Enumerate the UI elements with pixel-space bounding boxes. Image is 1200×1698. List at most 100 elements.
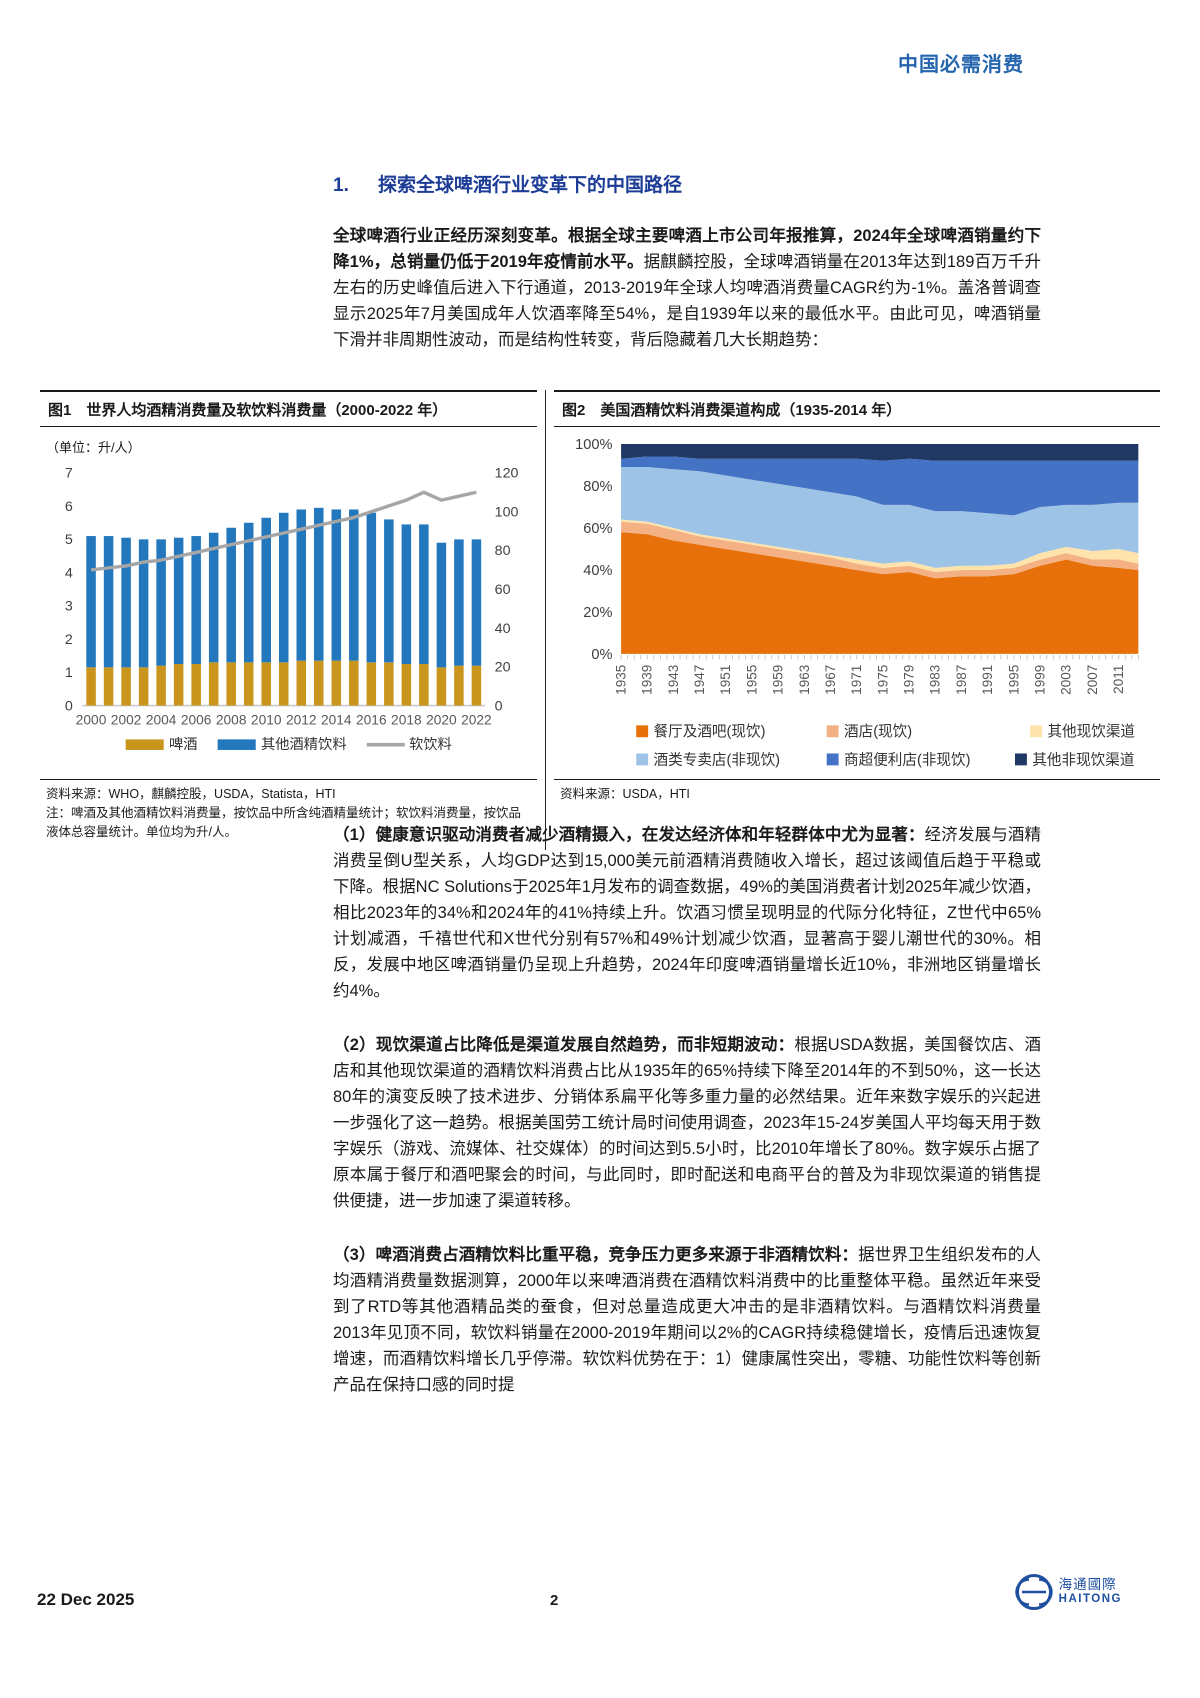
section-title: 探索全球啤酒行业变革下的中国路径 xyxy=(378,175,683,196)
svg-text:40: 40 xyxy=(495,621,511,637)
figure1-source-block: 资料来源：WHO，麒麟控股，USDA，Statista，HTI 注：啤酒及其他酒… xyxy=(40,779,537,850)
svg-text:1991: 1991 xyxy=(980,665,995,695)
svg-text:0: 0 xyxy=(495,698,503,714)
svg-text:80%: 80% xyxy=(583,479,612,495)
svg-text:20: 20 xyxy=(495,660,511,676)
svg-text:酒店(现饮): 酒店(现饮) xyxy=(844,723,912,740)
figure2-stacked-area-chart: 0% 20% 40% 60% 80% 100% 1935 1939 1943 1947 1951 19… xyxy=(575,437,1139,768)
svg-text:20%: 20% xyxy=(583,605,612,621)
svg-text:1987: 1987 xyxy=(954,665,969,695)
svg-text:6: 6 xyxy=(65,499,73,515)
paragraph-3-lead: （3）啤酒消费占酒精饮料比重平稳，竞争压力更多来源于非酒精饮料： xyxy=(333,1246,859,1264)
svg-text:2018: 2018 xyxy=(391,713,422,728)
svg-text:1967: 1967 xyxy=(823,665,838,695)
haitong-logo-icon xyxy=(1014,1574,1053,1610)
paragraph-1-lead: （1）健康意识驱动消费者减少酒精摄入，在发达经济体和年轻群体中尤为显著： xyxy=(333,826,925,844)
footer-date: 22 Dec 2025 xyxy=(37,1590,135,1609)
intro-body: 据麒麟控股，全球啤酒销量在2013年达到189百万千升左右的历史峰值后进入下行通… xyxy=(333,253,1041,349)
svg-text:1955: 1955 xyxy=(744,665,759,695)
svg-text:餐厅及酒吧(现饮): 餐厅及酒吧(现饮) xyxy=(654,723,766,740)
svg-text:2014: 2014 xyxy=(321,713,352,728)
svg-text:2010: 2010 xyxy=(251,713,282,728)
svg-text:1947: 1947 xyxy=(692,665,707,695)
svg-text:软饮料: 软饮料 xyxy=(409,736,452,753)
svg-text:0%: 0% xyxy=(591,647,612,663)
intro-lead: 全球啤酒行业正经历深刻变革。根据全球主要啤酒上市公司年报推算，2024年全球啤酒… xyxy=(333,227,1041,271)
svg-text:2007: 2007 xyxy=(1085,665,1100,695)
svg-text:2022: 2022 xyxy=(461,713,492,728)
svg-text:酒类专卖店(非现饮): 酒类专卖店(非现饮) xyxy=(654,751,780,768)
svg-text:2000: 2000 xyxy=(76,713,107,728)
svg-text:1995: 1995 xyxy=(1006,665,1021,695)
svg-text:1: 1 xyxy=(65,665,73,681)
figure1-unit-label: （单位：升/人） xyxy=(46,440,141,455)
svg-text:2012: 2012 xyxy=(286,713,317,728)
report-category-label: 中国必需消费 xyxy=(898,54,1024,76)
haitong-logo-cn: 海通國際 xyxy=(1058,1577,1117,1593)
svg-text:2008: 2008 xyxy=(216,713,247,728)
svg-text:1979: 1979 xyxy=(902,665,917,695)
figure1-note: 注：啤酒及其他酒精饮料消费量，按饮品中所含纯酒精量统计；软饮料消费量，按饮品液体… xyxy=(46,806,522,839)
figure1-chart-area: （单位：升/人） 0 1 2 3 4 5 6 7 0 20 40 60 80 100 120 2000 2002… xyxy=(40,427,537,779)
svg-text:其他现饮渠道: 其他现饮渠道 xyxy=(1047,723,1135,740)
figure1-bar-line-chart: 0 1 2 3 4 5 6 7 0 20 40 60 80 100 120 2000 2002 2004 2006 2… xyxy=(65,466,519,753)
svg-text:1935: 1935 xyxy=(613,665,628,695)
svg-text:1939: 1939 xyxy=(640,665,655,695)
svg-text:2002: 2002 xyxy=(111,713,142,728)
svg-text:2011: 2011 xyxy=(1111,665,1126,694)
paragraph-3-body: 据世界卫生组织发布的人均酒精消费量数据测算，2000年以来啤酒消费在酒精饮料消费… xyxy=(333,1246,1041,1394)
svg-text:5: 5 xyxy=(65,532,73,548)
haitong-logo-en: HAITONG xyxy=(1058,1593,1122,1606)
figure2-source-block: 资料来源：USDA，HTI xyxy=(554,779,1160,812)
svg-text:1959: 1959 xyxy=(771,665,786,695)
svg-text:100%: 100% xyxy=(575,437,612,453)
figure1-source: 资料来源：WHO，麒麟控股，USDA，Statista，HTI xyxy=(46,787,336,801)
svg-text:60%: 60% xyxy=(583,521,612,537)
paragraph-3: （3）啤酒消费占酒精饮料比重平稳，竞争压力更多来源于非酒精饮料：据世界卫生组织发… xyxy=(333,1242,1041,1398)
svg-text:120: 120 xyxy=(495,466,519,482)
svg-text:40%: 40% xyxy=(583,563,612,579)
svg-text:1975: 1975 xyxy=(875,665,890,695)
figure-divider xyxy=(545,390,546,850)
svg-text:0: 0 xyxy=(65,698,73,714)
haitong-logo: 海通國際 HAITONG xyxy=(1014,1572,1122,1612)
section-number: 1. xyxy=(333,175,349,196)
figure2-chart-area: 0% 20% 40% 60% 80% 100% 1935 1939 1943 1947 1951 19… xyxy=(554,427,1160,779)
svg-text:2003: 2003 xyxy=(1059,665,1074,695)
svg-text:3: 3 xyxy=(65,599,73,615)
paragraph-2-body: 根据USDA数据，美国餐饮店、酒店和其他现饮渠道的酒精饮料消费占比从1935年的… xyxy=(333,1036,1041,1210)
svg-text:商超便利店(非现饮): 商超便利店(非现饮) xyxy=(844,751,970,768)
svg-text:其他非现饮渠道: 其他非现饮渠道 xyxy=(1032,751,1135,768)
svg-text:2006: 2006 xyxy=(181,713,212,728)
svg-text:2016: 2016 xyxy=(356,713,387,728)
svg-text:1963: 1963 xyxy=(797,665,812,695)
body-paragraphs: （1）健康意识驱动消费者减少酒精摄入，在发达经济体和年轻群体中尤为显著：经济发展… xyxy=(333,822,1041,1426)
paragraph-1: （1）健康意识驱动消费者减少酒精摄入，在发达经济体和年轻群体中尤为显著：经济发展… xyxy=(333,822,1041,1004)
svg-text:1951: 1951 xyxy=(718,665,733,695)
paragraph-2-lead: （2）现饮渠道占比降低是渠道发展自然趋势，而非短期波动： xyxy=(333,1036,795,1054)
figure1-panel: 图1 世界人均酒精消费量及软饮料消费量（2000-2022 年） （单位：升/人… xyxy=(40,390,537,850)
intro-paragraph: 全球啤酒行业正经历深刻变革。根据全球主要啤酒上市公司年报推算，2024年全球啤酒… xyxy=(333,223,1041,353)
paragraph-1-body: 经济发展与酒精消费呈倒U型关系，人均GDP达到15,000美元前酒精消费随收入增… xyxy=(333,826,1042,1000)
svg-text:7: 7 xyxy=(65,466,73,482)
svg-text:4: 4 xyxy=(65,565,73,581)
svg-text:1971: 1971 xyxy=(849,665,864,695)
svg-text:2004: 2004 xyxy=(146,713,177,728)
haitong-logo-text: 海通國際 HAITONG xyxy=(1058,1577,1122,1606)
svg-text:80: 80 xyxy=(495,543,511,559)
figure-row: 图1 世界人均酒精消费量及软饮料消费量（2000-2022 年） （单位：升/人… xyxy=(40,390,1160,850)
svg-text:其他酒精饮料: 其他酒精饮料 xyxy=(261,736,347,753)
figure2-panel: 图2 美国酒精饮料消费渠道构成（1935-2014 年） 0% 20% 40% 60%… xyxy=(554,390,1160,850)
svg-text:啤酒: 啤酒 xyxy=(169,736,198,753)
svg-text:2020: 2020 xyxy=(426,713,457,728)
svg-text:1999: 1999 xyxy=(1032,665,1047,695)
svg-text:1943: 1943 xyxy=(666,665,681,695)
paragraph-2: （2）现饮渠道占比降低是渠道发展自然趋势，而非短期波动：根据USDA数据，美国餐… xyxy=(333,1032,1041,1214)
footer-page-number: 2 xyxy=(550,1592,559,1609)
figure2-source: 资料来源：USDA，HTI xyxy=(560,787,690,801)
svg-text:1983: 1983 xyxy=(928,665,943,695)
section-heading: 1. 探索全球啤酒行业变革下的中国路径 xyxy=(333,170,682,197)
figure2-title: 图2 美国酒精饮料消费渠道构成（1935-2014 年） xyxy=(554,390,1160,427)
svg-text:100: 100 xyxy=(495,504,519,520)
svg-text:60: 60 xyxy=(495,582,511,598)
